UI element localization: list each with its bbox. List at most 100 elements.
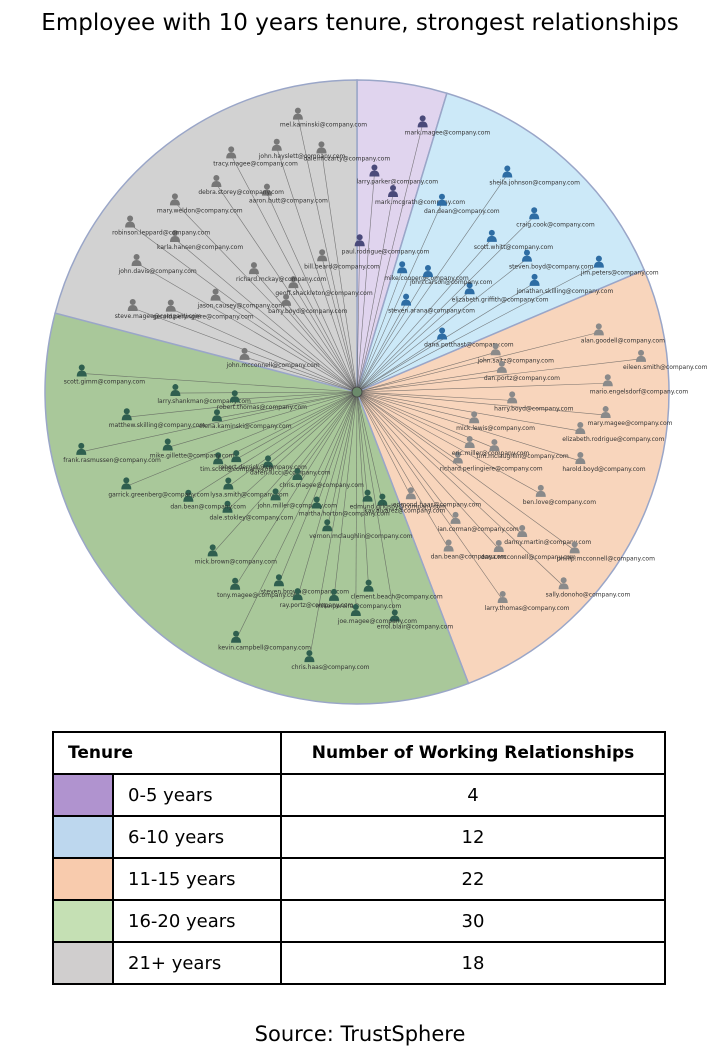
person-icon	[167, 299, 174, 306]
person-icon	[318, 141, 325, 148]
person-icon	[212, 288, 219, 295]
person-icon	[273, 138, 280, 145]
relationship-line	[356, 391, 606, 416]
person-icon	[123, 477, 130, 484]
employee-email-label: john.saltz@company.com	[477, 357, 554, 364]
relationship-line	[356, 391, 475, 421]
relationship-line	[297, 116, 358, 393]
person-icon	[403, 293, 410, 300]
person-icon-body	[271, 144, 282, 151]
relationship-line	[356, 391, 369, 589]
employee-email-label: richard.perlingiere@company.com	[440, 465, 543, 472]
person-icon	[602, 406, 609, 413]
legend-header-row: Tenure Number of Working Relationships	[52, 731, 666, 775]
person-icon	[498, 360, 505, 367]
employee-node: vernon.mclaughlin@company.com	[309, 519, 413, 540]
employee-node: robert.thomas@company.com	[217, 390, 307, 411]
employee-email-label: larry.shankman@company.com	[157, 398, 251, 405]
person-icon	[471, 411, 478, 418]
person-icon	[185, 489, 192, 496]
person-icon	[172, 229, 179, 236]
person-icon-body	[263, 461, 274, 468]
employee-email-label: tracy.magee@company.com	[213, 160, 298, 167]
relationship-line	[356, 391, 459, 461]
employee-node: larry.shankman@company.com	[157, 384, 251, 405]
employee-email-label: elizabeth.rodrigue@company.com	[562, 436, 664, 443]
person-icon	[319, 249, 326, 256]
employee-email-label: mick.brown@company.com	[195, 558, 277, 565]
relationship-line	[234, 391, 358, 587]
employee-email-label: frank.rasmussen@company.com	[63, 457, 161, 464]
employee-node: chris.magee@company.com	[279, 468, 364, 489]
person-icon	[213, 175, 220, 182]
person-icon-body	[165, 305, 176, 312]
person-icon	[172, 384, 179, 391]
employee-node: dana.mcconnell@company.com	[481, 539, 576, 561]
employee-email-label: john.mcconnell@company.com	[226, 362, 320, 369]
person-icon	[263, 183, 270, 190]
relationship-line	[356, 391, 541, 495]
relationship-lines	[81, 116, 642, 660]
relationship-line	[126, 391, 358, 487]
employee-node: larry.thomas@company.com	[485, 591, 570, 612]
person-icon-body	[575, 428, 586, 435]
center-employee-node	[351, 386, 363, 398]
person-icon-body	[229, 396, 240, 403]
employee-node: kevin.campbell@company.com	[218, 630, 311, 652]
person-icon	[439, 327, 446, 334]
person-icon	[225, 477, 232, 484]
relationship-line	[356, 391, 581, 462]
relationship-line	[356, 124, 423, 393]
relationship-line	[217, 391, 358, 462]
person-icon-body	[369, 170, 380, 177]
employee-node: steven.boyd@company.com	[509, 249, 594, 271]
employee-email-label: ian.corman@company.com	[438, 526, 519, 533]
employee-node: harry.boyd@company.com	[494, 391, 574, 412]
employee-node: edmund.grigsby@company.com	[350, 489, 446, 511]
employee-node: daren.lucci@company.com	[250, 455, 331, 476]
legend-row: 0-5 years 4	[52, 773, 666, 817]
person-icon-body	[213, 458, 224, 465]
person-icon	[445, 539, 452, 546]
employee-email-label: kevin.campbell@company.com	[218, 645, 311, 652]
employee-node: aaron.butt@company.com	[249, 183, 328, 205]
person-icon	[171, 193, 178, 200]
employee-email-label: dale.stokley@company.com	[210, 515, 294, 522]
employee-node: bill.beard@company.com	[304, 249, 380, 270]
person-icon	[78, 442, 85, 449]
employee-node: mick.lewis@company.com	[456, 411, 535, 432]
employee-email-label: john.carson@company.com	[409, 279, 493, 286]
employee-email-label: eileen.smith@company.com	[623, 364, 708, 371]
employee-node: sheila.johnson@company.com	[489, 165, 580, 187]
person-icon	[224, 500, 231, 507]
person-icon	[390, 185, 397, 192]
employee-email-label: bill.beard@company.com	[304, 263, 380, 270]
employee-node: tony.magee@company.com	[217, 577, 300, 599]
relationship-line	[356, 202, 443, 393]
employee-node: karla.hansen@company.com	[157, 229, 243, 251]
relationship-line	[356, 264, 600, 393]
legend-label: 6-10 years	[112, 815, 282, 859]
employee-node: robert.derrick@company.com	[218, 450, 307, 471]
relationship-line	[129, 224, 358, 393]
person-icon-body	[211, 415, 222, 422]
employee-email-label: paul.rodrigue@company.com	[342, 248, 430, 255]
employee-node: john.saltz@company.com	[477, 343, 554, 364]
person-icon-body	[493, 545, 504, 552]
person-icon-body	[450, 517, 461, 524]
person-icon-body	[248, 268, 259, 275]
employee-node: barry.boyd@company.com	[268, 293, 348, 315]
employee-email-label: mel.kaminski@company.com	[280, 122, 367, 129]
employee-email-label: scott.gimm@company.com	[64, 378, 146, 385]
relationship-line	[316, 391, 358, 506]
employee-email-label: eric.miller@company.com	[452, 450, 530, 457]
person-icon	[438, 193, 445, 200]
person-icon	[419, 115, 426, 122]
employee-node: john.mcconnell@company.com	[226, 347, 320, 369]
person-icon-body	[517, 531, 528, 538]
relationship-line	[309, 391, 358, 660]
person-icon	[331, 588, 338, 595]
relationship-line	[356, 391, 575, 551]
person-icon	[275, 574, 282, 581]
employee-node: mary.magee@company.com	[588, 406, 673, 427]
